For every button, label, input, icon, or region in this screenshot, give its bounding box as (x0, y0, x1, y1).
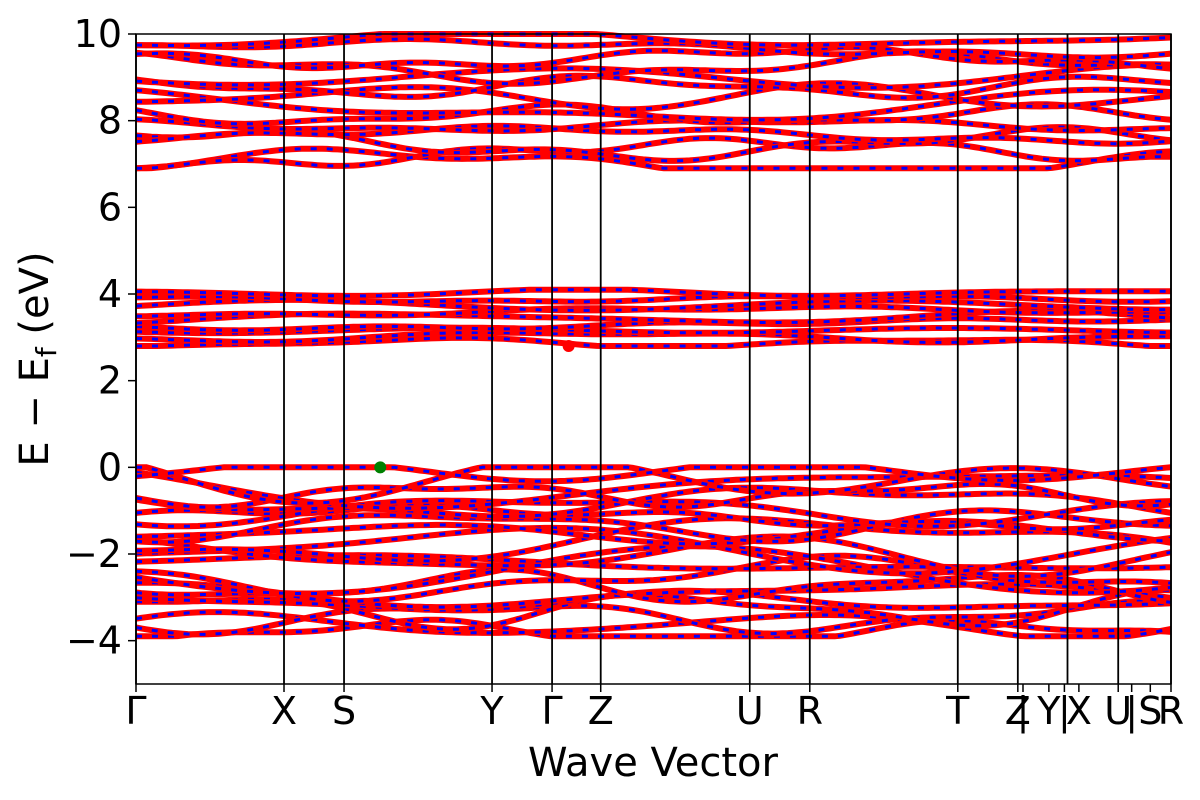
band-line-spin-down (135, 465, 1172, 483)
band-line-spin-up (135, 36, 1172, 61)
y-tick-label: 8 (98, 99, 122, 143)
y-axis-ticks: −4 −2 0 2 4 6 8 10 (66, 12, 136, 663)
extremum-markers (374, 340, 575, 474)
band-line-spin-up (135, 31, 1172, 49)
band-line-spin-down (135, 326, 1171, 335)
band-line-spin-down (135, 486, 1172, 518)
x-tick-label: Γ (541, 689, 562, 733)
band-line-spin-down (136, 288, 1171, 298)
y-tick-label: 4 (98, 272, 122, 316)
band-lines (135, 31, 1172, 640)
band-line-spin-down (135, 309, 1172, 325)
band-line-spin-down (135, 470, 1172, 510)
band-line-spin-down (135, 589, 1172, 612)
band-line-spin-down (136, 465, 1172, 505)
x-tick-label: | (1125, 689, 1138, 734)
y-axis-title-sub: f (30, 346, 63, 357)
band-line-spin-up (135, 543, 1172, 597)
x-tick-label: X (271, 689, 297, 733)
band-line-spin-down (135, 74, 1172, 100)
x-tick-label: U (1104, 689, 1132, 733)
plot-frame (135, 33, 1172, 685)
x-tick-label: X (1066, 689, 1092, 733)
band-line-spin-down (135, 508, 1172, 544)
band-line-spin-down (135, 482, 1172, 509)
band-line-spin-down (135, 147, 1172, 170)
y-tick-label: 2 (98, 359, 122, 403)
band-line-spin-down (136, 581, 1172, 609)
vbm-marker (374, 461, 387, 474)
y-axis-title-unit: (eV) (12, 251, 58, 347)
x-tick-label: | (1058, 689, 1071, 734)
x-tick-label: Γ (125, 689, 146, 733)
x-tick-label: Z (588, 689, 614, 733)
band-line-spin-down (135, 45, 1172, 71)
y-tick-label: 10 (74, 12, 122, 56)
band-line-spin-down (136, 336, 1171, 348)
x-tick-label: Y (1036, 689, 1061, 733)
y-tick-label: −4 (66, 619, 122, 663)
band-line-spin-down (135, 63, 1171, 90)
band-line-spin-up (135, 122, 1172, 147)
cbm-marker (562, 340, 575, 352)
y-tick-label: 6 (98, 185, 122, 229)
x-tick-label: Z (1005, 689, 1031, 733)
band-line-spin-down (135, 516, 1172, 563)
y-axis-title: E − Ef (eV) (12, 251, 63, 466)
x-tick-label: U (736, 689, 764, 733)
y-tick-label: 0 (98, 445, 122, 489)
x-tick-label: Y (479, 689, 504, 733)
x-tick-label: R (1158, 689, 1184, 733)
band-line-spin-down (135, 499, 1172, 528)
band-line-spin-up (135, 552, 1172, 605)
band-line-spin-down (135, 125, 1172, 163)
band-line-spin-down (135, 526, 1172, 575)
band-line-spin-down (135, 81, 1172, 111)
x-axis-title: Wave Vector (528, 740, 779, 786)
band-line-spin-down (135, 610, 1172, 638)
x-tick-label: S (1138, 689, 1162, 733)
band-line-spin-up (135, 116, 1172, 135)
y-tick-label: −2 (66, 532, 122, 576)
y-axis-title-main: E − E (12, 357, 58, 467)
x-tick-label: | (1017, 689, 1030, 734)
x-tick-label: T (945, 689, 970, 733)
band-line-spin-down (135, 553, 1172, 571)
band-line-spin-down (135, 535, 1172, 578)
high-symmetry-lines (135, 34, 1172, 684)
band-line-spin-down (135, 503, 1172, 531)
band-line-spin-up (135, 44, 1172, 72)
band-line-spin-down (135, 599, 1172, 636)
x-tick-label: R (797, 689, 823, 733)
band-line-spin-down (136, 136, 1172, 170)
x-axis-ticks: Γ X S Y Γ Z U R T Z| Y|X U| SR (125, 684, 1184, 734)
x-tick-label: S (332, 689, 356, 733)
band-line-spin-down (136, 294, 1172, 304)
band-line-spin-down (135, 298, 1171, 312)
band-line-spin-down (135, 88, 1172, 122)
